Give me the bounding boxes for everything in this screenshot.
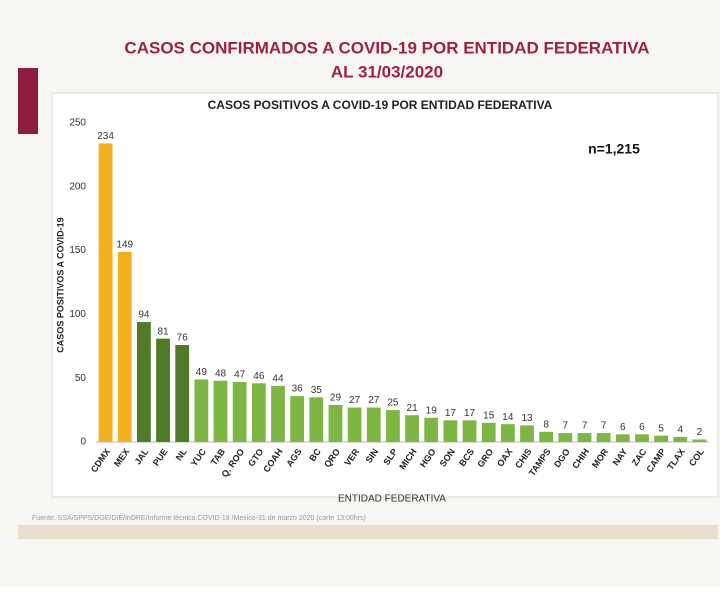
data-label: 27 [368, 395, 380, 406]
data-label: 47 [234, 370, 246, 381]
bar [481, 422, 496, 442]
data-label: 234 [97, 131, 114, 142]
bar [290, 396, 305, 442]
bar [175, 345, 190, 442]
y-tick-label: 0 [80, 437, 86, 448]
source-note: Fuente: SSA/SPPS/DGE/DIE/InDRE/Informe t… [32, 515, 366, 522]
data-label: 76 [177, 333, 189, 344]
slide-title: CASOS CONFIRMADOS A COVID-19 POR ENTIDAD… [124, 38, 649, 57]
bar [462, 420, 477, 442]
slide-title: AL 31/03/2020 [331, 62, 443, 81]
data-label: 7 [563, 421, 569, 432]
data-label: 21 [407, 403, 419, 414]
bar [213, 380, 228, 442]
data-label: 94 [138, 310, 150, 321]
data-label: 27 [349, 395, 361, 406]
bar [117, 251, 132, 442]
bar [194, 379, 209, 442]
data-label: 25 [387, 398, 399, 409]
bar [98, 143, 113, 442]
bar [500, 424, 515, 442]
bar [654, 435, 669, 442]
data-label: 81 [157, 326, 169, 337]
annotation: n=1,215 [588, 141, 640, 157]
bar [366, 407, 381, 442]
y-tick-label: 150 [69, 245, 86, 256]
data-label: 6 [620, 422, 626, 433]
y-tick-label: 200 [69, 181, 86, 192]
bar [309, 397, 324, 442]
data-label: 5 [658, 423, 664, 434]
data-label: 15 [483, 411, 495, 422]
bar [520, 425, 534, 442]
bar [596, 433, 611, 442]
bar [443, 420, 458, 442]
y-tick-label: 100 [69, 309, 86, 320]
data-label: 48 [215, 368, 227, 379]
bar [558, 433, 573, 442]
data-label: 17 [464, 408, 476, 419]
data-label: 49 [196, 367, 208, 378]
data-label: 2 [697, 427, 703, 438]
bar [386, 410, 400, 442]
data-label: 7 [601, 421, 607, 432]
chart-title: CASOS POSITIVOS A COVID-19 POR ENTIDAD F… [208, 98, 553, 112]
bar [347, 407, 362, 442]
x-axis-label: ENTIDAD FEDERATIVA [338, 494, 446, 505]
y-tick-label: 250 [69, 118, 86, 129]
data-label: 149 [116, 240, 133, 251]
footer-band [18, 525, 718, 539]
data-label: 17 [445, 408, 457, 419]
data-label: 46 [253, 371, 265, 382]
bar [577, 433, 592, 442]
bar [328, 404, 343, 442]
data-label: 7 [582, 421, 588, 432]
y-axis-label: CASOS POSITIVOS A COVID-19 [55, 217, 65, 352]
y-tick-label: 50 [75, 373, 87, 384]
data-label: 4 [677, 425, 683, 436]
bar [405, 415, 419, 442]
data-label: 14 [502, 412, 514, 423]
bar [232, 382, 247, 442]
bar [136, 322, 151, 442]
bar [635, 434, 649, 442]
data-label: 29 [330, 393, 342, 404]
bar [692, 439, 707, 442]
data-label: 6 [639, 422, 645, 433]
data-label: 36 [292, 384, 304, 395]
data-label: 35 [311, 385, 323, 396]
bar [251, 383, 266, 442]
data-label: 8 [543, 419, 549, 430]
bar [424, 417, 439, 442]
data-label: 13 [521, 413, 533, 424]
accent-bar [18, 68, 38, 134]
bar [271, 385, 285, 442]
data-label: 44 [272, 373, 284, 384]
bar [673, 436, 688, 442]
bar [156, 338, 170, 442]
data-label: 19 [426, 405, 438, 416]
bar [539, 431, 554, 442]
bar [615, 434, 630, 442]
